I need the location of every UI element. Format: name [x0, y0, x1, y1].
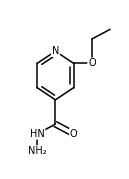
Text: HN: HN	[30, 129, 45, 139]
Text: N: N	[52, 46, 59, 56]
Text: O: O	[88, 58, 96, 68]
Text: NH₂: NH₂	[28, 146, 46, 156]
Text: O: O	[70, 129, 77, 139]
